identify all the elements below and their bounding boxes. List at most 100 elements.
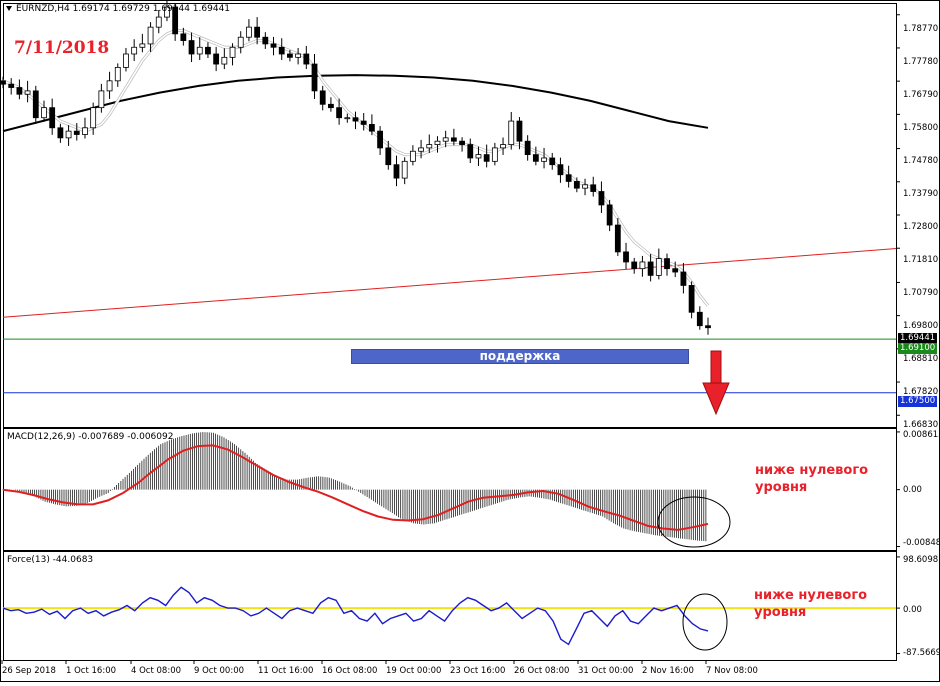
bearish-candle (287, 53, 293, 58)
bullish-candle (221, 56, 228, 65)
fast-moving-average (2, 29, 709, 307)
bearish-candle (0, 80, 6, 85)
force-title: Force(13) -44.0683 (7, 555, 94, 565)
y-tick: 1.75800 (903, 123, 939, 133)
bearish-candle (672, 268, 679, 273)
bullish-candle (582, 184, 588, 189)
bullish-candle (123, 53, 129, 68)
bearish-candle (606, 204, 613, 226)
y-tick: 1.66830 (903, 420, 939, 430)
bearish-candle (262, 36, 269, 45)
bearish-candle (180, 33, 187, 41)
bullish-candle (418, 147, 424, 152)
force-index-line (2, 586, 709, 646)
bullish-candle (541, 157, 547, 162)
y-tick: 1.71810 (903, 255, 939, 265)
y-tick: 1.78770 (903, 24, 939, 34)
bearish-candle (598, 191, 605, 206)
bearish-candle (278, 46, 285, 55)
bullish-candle (147, 26, 154, 45)
bullish-candle (639, 261, 646, 270)
x-tick: 11 Oct 16:00 (258, 666, 314, 676)
bearish-candle (303, 53, 310, 65)
bullish-candle (434, 140, 441, 145)
macd-title: MACD(12,26,9) -0.007689 -0.006092 (7, 432, 174, 442)
bullish-candle (655, 258, 662, 276)
x-tick: 19 Oct 00:00 (386, 666, 442, 676)
bullish-candle (164, 6, 170, 18)
bullish-candle (344, 117, 351, 120)
macd-note: ниже нулевого уровня (755, 463, 869, 495)
y-tick: 1.74780 (903, 156, 939, 166)
bullish-candle (24, 90, 31, 95)
bearish-candle (336, 107, 343, 119)
bullish-candle (491, 147, 498, 162)
bearish-candle (623, 251, 629, 263)
bearish-candle (270, 43, 277, 48)
macd-y-tick: -0.008483 (903, 538, 940, 548)
fast-moving-average-outline (2, 29, 710, 307)
x-tick: 26 Sep 2018 (2, 666, 56, 676)
bearish-candle (360, 120, 367, 125)
bullish-candle (426, 144, 433, 149)
x-tick: 4 Oct 08:00 (131, 666, 182, 676)
bearish-candle (631, 261, 638, 270)
y-tick: 1.76790 (903, 90, 939, 100)
bearish-candle (467, 144, 474, 159)
bearish-candle (549, 157, 556, 166)
y-tick: 1.67820 (903, 387, 939, 397)
bullish-candle (155, 16, 162, 28)
red-trendline (2, 248, 897, 318)
slow-moving-average (2, 74, 709, 133)
x-tick: 16 Oct 08:00 (322, 666, 378, 676)
bearish-candle (32, 90, 39, 119)
bullish-candle (229, 46, 236, 58)
bearish-candle (311, 63, 318, 92)
bearish-candle (385, 147, 392, 166)
dropdown-triangle-icon (6, 6, 12, 11)
bearish-candle (49, 107, 56, 129)
y-tick: 1.72800 (903, 222, 939, 232)
force-y-tick: 0.00 (903, 605, 922, 615)
bullish-candle (401, 160, 408, 179)
bullish-candle (409, 150, 416, 162)
bullish-candle (90, 107, 97, 129)
bearish-candle (532, 154, 539, 162)
x-tick: 23 Oct 16:00 (450, 666, 506, 676)
bullish-candle (41, 107, 47, 119)
bearish-candle (680, 271, 687, 286)
bearish-candle (393, 164, 400, 179)
bearish-candle (450, 137, 457, 142)
x-tick: 1 Oct 16:00 (66, 666, 117, 676)
y-tick: 1.68810 (903, 354, 939, 364)
bearish-candle (172, 6, 179, 35)
bearish-candle (8, 83, 15, 88)
blue-level-tag: 1.67500 (898, 396, 938, 407)
green-level-tag: 1.69100 (898, 343, 938, 354)
bullish-candle (508, 120, 515, 145)
bearish-candle (557, 164, 564, 176)
bearish-candle (688, 285, 695, 313)
x-tick: 9 Oct 00:00 (194, 666, 245, 676)
x-tick: 31 Oct 00:00 (578, 666, 634, 676)
bullish-candle (114, 67, 121, 82)
bullish-candle (131, 46, 138, 55)
bearish-candle (319, 90, 326, 105)
bearish-candle (565, 174, 572, 182)
force-highlight-circle (682, 593, 728, 651)
x-tick: 26 Oct 08:00 (514, 666, 570, 676)
bearish-candle (57, 127, 64, 139)
bearish-candle (188, 40, 195, 55)
bullish-candle (98, 90, 105, 109)
bearish-candle (16, 87, 23, 95)
bullish-candle (196, 46, 203, 55)
bullish-candle (295, 53, 302, 58)
bearish-candle (524, 140, 531, 156)
bearish-candle (328, 103, 334, 109)
force-y-tick: 98.6098 (903, 555, 939, 565)
main-chart-title: EURNZD,H4 1.69174 1.69729 1.69144 1.6944… (16, 4, 231, 14)
bearish-candle (696, 311, 703, 327)
